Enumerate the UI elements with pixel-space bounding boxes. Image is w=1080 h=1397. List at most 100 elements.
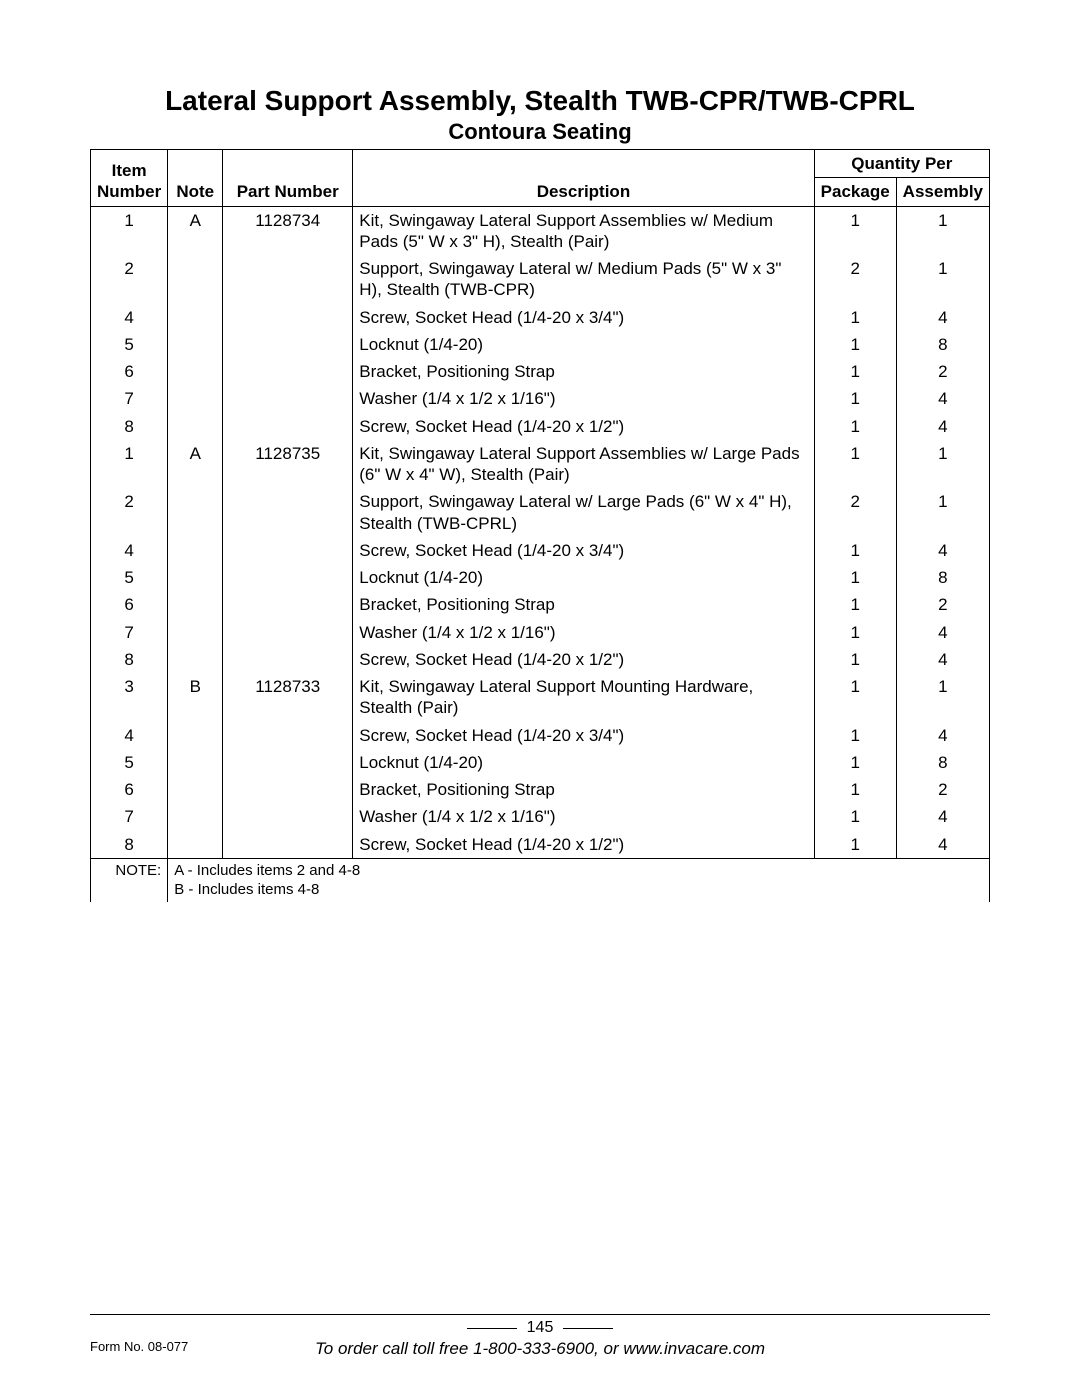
cell-desc: Screw, Socket Head (1/4-20 x 3/4") (353, 304, 814, 331)
cell-package: 1 (814, 385, 896, 412)
cell-assembly: 4 (896, 537, 989, 564)
cell-assembly: 4 (896, 619, 989, 646)
table-row: 5 Locknut (1/4-20)18 (91, 331, 990, 358)
cell-desc: Bracket, Positioning Strap (353, 358, 814, 385)
table-row: 8Screw, Socket Head (1/4-20 x 1/2")14 (91, 646, 990, 673)
cell-note (168, 722, 223, 749)
cell-package: 1 (814, 206, 896, 255)
page-footer: 145 Form No. 08-077 To order call toll f… (90, 1314, 990, 1359)
cell-part (223, 304, 353, 331)
table-row: 7Washer (1/4 x 1/2 x 1/16")14 (91, 385, 990, 412)
cell-desc: Screw, Socket Head (1/4-20 x 3/4") (353, 537, 814, 564)
cell-note (168, 564, 223, 591)
cell-assembly: 4 (896, 831, 989, 859)
cell-package: 1 (814, 619, 896, 646)
page-title: Lateral Support Assembly, Stealth TWB-CP… (90, 85, 990, 117)
th-note: Note (168, 150, 223, 207)
cell-item: 5 (91, 749, 168, 776)
cell-part (223, 413, 353, 440)
cell-desc: Kit, Swingaway Lateral Support Assemblie… (353, 206, 814, 255)
cell-desc: Locknut (1/4-20) (353, 749, 814, 776)
note-text-b: B - Includes items 4-8 (174, 881, 983, 900)
cell-assembly: 8 (896, 749, 989, 776)
cell-part (223, 564, 353, 591)
cell-assembly: 1 (896, 488, 989, 537)
cell-part (223, 722, 353, 749)
cell-package: 1 (814, 591, 896, 618)
cell-part (223, 385, 353, 412)
cell-note (168, 255, 223, 304)
cell-item: 2 (91, 255, 168, 304)
cell-item: 1 (91, 206, 168, 255)
th-qty-per: Quantity Per (814, 150, 989, 178)
cell-item: 6 (91, 358, 168, 385)
cell-assembly: 8 (896, 331, 989, 358)
cell-desc: Bracket, Positioning Strap (353, 591, 814, 618)
cell-part: 1128734 (223, 206, 353, 255)
parts-table: Item Number Note Part Number Description… (90, 149, 990, 902)
cell-assembly: 4 (896, 646, 989, 673)
cell-note (168, 646, 223, 673)
cell-desc: Locknut (1/4-20) (353, 564, 814, 591)
cell-desc: Support, Swingaway Lateral w/ Medium Pad… (353, 255, 814, 304)
th-package: Package (814, 178, 896, 206)
cell-assembly: 1 (896, 255, 989, 304)
cell-item: 5 (91, 564, 168, 591)
cell-desc: Kit, Swingaway Lateral Support Assemblie… (353, 440, 814, 489)
cell-item: 4 (91, 537, 168, 564)
cell-assembly: 1 (896, 440, 989, 489)
cell-package: 1 (814, 776, 896, 803)
cell-desc: Screw, Socket Head (1/4-20 x 1/2") (353, 831, 814, 859)
cell-package: 1 (814, 304, 896, 331)
cell-note (168, 413, 223, 440)
cell-item: 7 (91, 619, 168, 646)
cell-desc: Washer (1/4 x 1/2 x 1/16") (353, 803, 814, 830)
table-row: 4Screw, Socket Head (1/4-20 x 3/4")14 (91, 722, 990, 749)
cell-assembly: 2 (896, 776, 989, 803)
cell-item: 4 (91, 304, 168, 331)
table-row: 6Bracket, Positioning Strap12 (91, 776, 990, 803)
cell-package: 1 (814, 646, 896, 673)
cell-package: 1 (814, 331, 896, 358)
cell-part: 1128735 (223, 440, 353, 489)
cell-assembly: 2 (896, 591, 989, 618)
table-row: 5Locknut (1/4-20)18 (91, 564, 990, 591)
cell-desc: Washer (1/4 x 1/2 x 1/16") (353, 385, 814, 412)
cell-part (223, 488, 353, 537)
table-row: 4Screw, Socket Head (1/4-20 x 3/4")14 (91, 304, 990, 331)
page-subtitle: Contoura Seating (90, 119, 990, 145)
cell-item: 8 (91, 831, 168, 859)
note-label: NOTE: (91, 858, 168, 902)
cell-item: 7 (91, 803, 168, 830)
cell-package: 1 (814, 440, 896, 489)
cell-assembly: 4 (896, 722, 989, 749)
cell-desc: Screw, Socket Head (1/4-20 x 1/2") (353, 646, 814, 673)
cell-part (223, 749, 353, 776)
cell-item: 2 (91, 488, 168, 537)
cell-note (168, 803, 223, 830)
cell-note: A (168, 440, 223, 489)
th-part: Part Number (223, 150, 353, 207)
order-line: To order call toll free 1-800-333-6900, … (315, 1339, 765, 1359)
cell-note (168, 591, 223, 618)
th-desc: Description (353, 150, 814, 207)
table-row: 5Locknut (1/4-20)18 (91, 749, 990, 776)
table-row: 3B1128733Kit, Swingaway Lateral Support … (91, 673, 990, 722)
cell-package: 1 (814, 358, 896, 385)
table-row: 2 Support, Swingaway Lateral w/ Medium Pa… (91, 255, 990, 304)
cell-part (223, 537, 353, 564)
cell-note (168, 619, 223, 646)
cell-part (223, 591, 353, 618)
cell-assembly: 1 (896, 673, 989, 722)
cell-part (223, 776, 353, 803)
table-row: 2Support, Swingaway Lateral w/ Large Pad… (91, 488, 990, 537)
table-row: 8Screw, Socket Head (1/4-20 x 1/2")14 (91, 831, 990, 859)
cell-item: 5 (91, 331, 168, 358)
cell-note (168, 749, 223, 776)
cell-assembly: 1 (896, 206, 989, 255)
cell-desc: Locknut (1/4-20) (353, 331, 814, 358)
cell-part (223, 358, 353, 385)
page-rule-right (563, 1328, 613, 1329)
cell-part (223, 619, 353, 646)
th-item-l1: Item (97, 160, 161, 181)
